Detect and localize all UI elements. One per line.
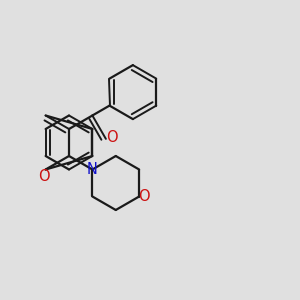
Text: O: O (38, 169, 50, 184)
Text: O: O (106, 130, 118, 145)
Text: O: O (138, 189, 149, 204)
Text: N: N (87, 162, 98, 177)
